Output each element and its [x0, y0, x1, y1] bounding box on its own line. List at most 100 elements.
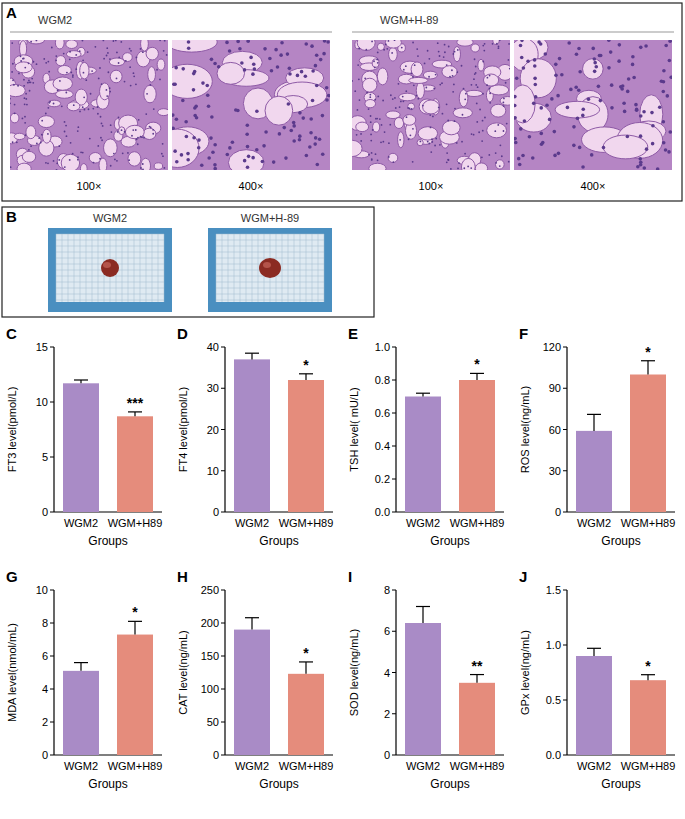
nucleus — [263, 47, 267, 51]
nucleus — [498, 46, 500, 48]
follicle — [403, 115, 416, 126]
bar — [576, 656, 612, 755]
nucleus — [314, 136, 318, 140]
y-tick — [563, 429, 567, 430]
nucleus — [594, 65, 598, 69]
y-tick-label: 0.5 — [546, 694, 561, 706]
nucleus — [22, 58, 24, 60]
nucleus — [228, 146, 232, 150]
nucleus — [101, 139, 103, 141]
group-rule — [352, 32, 674, 33]
nucleus — [377, 52, 379, 54]
nucleus — [463, 167, 465, 169]
nucleus — [560, 73, 564, 77]
nucleus — [33, 61, 35, 63]
x-tick-label: WGM+H89 — [279, 760, 334, 772]
nucleus — [207, 104, 211, 108]
nucleus — [28, 79, 30, 81]
nucleus — [520, 56, 524, 60]
nucleus — [567, 41, 571, 45]
nucleus — [451, 69, 453, 71]
nucleus — [77, 159, 79, 161]
nucleus — [602, 146, 606, 150]
follicle — [144, 85, 156, 103]
x-tick-label: WGM+H89 — [450, 517, 505, 529]
nucleus — [193, 70, 197, 74]
nucleus — [315, 84, 319, 88]
x-axis-title: Groups — [430, 777, 469, 791]
nucleus — [143, 137, 145, 139]
nucleus — [24, 122, 26, 124]
nucleus — [399, 106, 401, 108]
y-tick-label: 1.0 — [375, 341, 390, 353]
board-line — [216, 240, 324, 241]
nucleus — [390, 94, 392, 96]
nucleus — [98, 78, 100, 80]
nucleus — [287, 102, 291, 106]
nucleus — [599, 99, 603, 103]
y-tick-label: 10 — [36, 396, 48, 408]
nucleus — [354, 90, 356, 92]
y-axis-title: FT4 level(pmol/L) — [177, 387, 189, 473]
nucleus — [360, 140, 362, 142]
image-bg — [514, 40, 672, 170]
y-tick — [221, 429, 225, 430]
nucleus — [30, 81, 32, 83]
y-axis-title: TSH level( mU/L) — [348, 387, 360, 471]
error-cap — [470, 373, 484, 374]
nucleus — [434, 145, 436, 147]
nucleus — [581, 165, 585, 169]
y-tick-label: 30 — [207, 382, 219, 394]
nucleus — [48, 71, 50, 73]
nucleus — [137, 143, 139, 145]
nucleus — [384, 131, 386, 133]
nucleus — [402, 100, 404, 102]
nucleus — [45, 113, 47, 115]
nucleus — [14, 104, 16, 106]
nucleus — [449, 76, 451, 78]
error-cap — [74, 379, 88, 380]
nucleus — [69, 159, 71, 161]
nucleus — [279, 53, 283, 57]
y-axis-title: MDA level(nmol/mL) — [6, 623, 18, 722]
nucleus — [482, 120, 484, 122]
nucleus — [91, 70, 93, 72]
y-tick-label: 8 — [384, 584, 390, 596]
nucleus — [172, 126, 175, 130]
nucleus — [36, 40, 38, 41]
error-stem — [134, 412, 135, 416]
nucleus — [41, 134, 43, 136]
nucleus — [352, 80, 353, 82]
y-tick — [221, 590, 225, 591]
nucleus — [298, 134, 302, 138]
y-axis-title: FT3 level(pmol/L) — [6, 387, 18, 473]
error-cap — [416, 393, 430, 394]
nucleus — [185, 135, 189, 139]
nucleus — [544, 52, 548, 56]
bar — [234, 630, 270, 755]
nucleus — [11, 71, 13, 73]
nucleus — [47, 162, 49, 164]
significance: ** — [472, 658, 483, 674]
nucleus — [92, 108, 94, 110]
nucleus — [77, 156, 79, 158]
nucleus — [668, 59, 672, 63]
nucleus — [109, 91, 111, 93]
follicle — [228, 150, 264, 170]
error-stem — [647, 675, 648, 681]
board-line — [62, 234, 63, 302]
board-line — [158, 234, 159, 302]
error-stem — [593, 648, 594, 656]
nucleus — [437, 42, 439, 44]
follicle — [442, 121, 460, 135]
nucleus — [106, 89, 108, 91]
nucleus — [356, 134, 358, 136]
nucleus — [639, 134, 643, 138]
nucleus — [94, 46, 96, 48]
y-tick-label: 250 — [201, 584, 219, 596]
nucleus — [181, 99, 185, 103]
nucleus — [146, 93, 148, 95]
nucleus — [20, 60, 22, 62]
follicle — [394, 118, 403, 129]
y-tick-label: 2 — [384, 708, 390, 720]
